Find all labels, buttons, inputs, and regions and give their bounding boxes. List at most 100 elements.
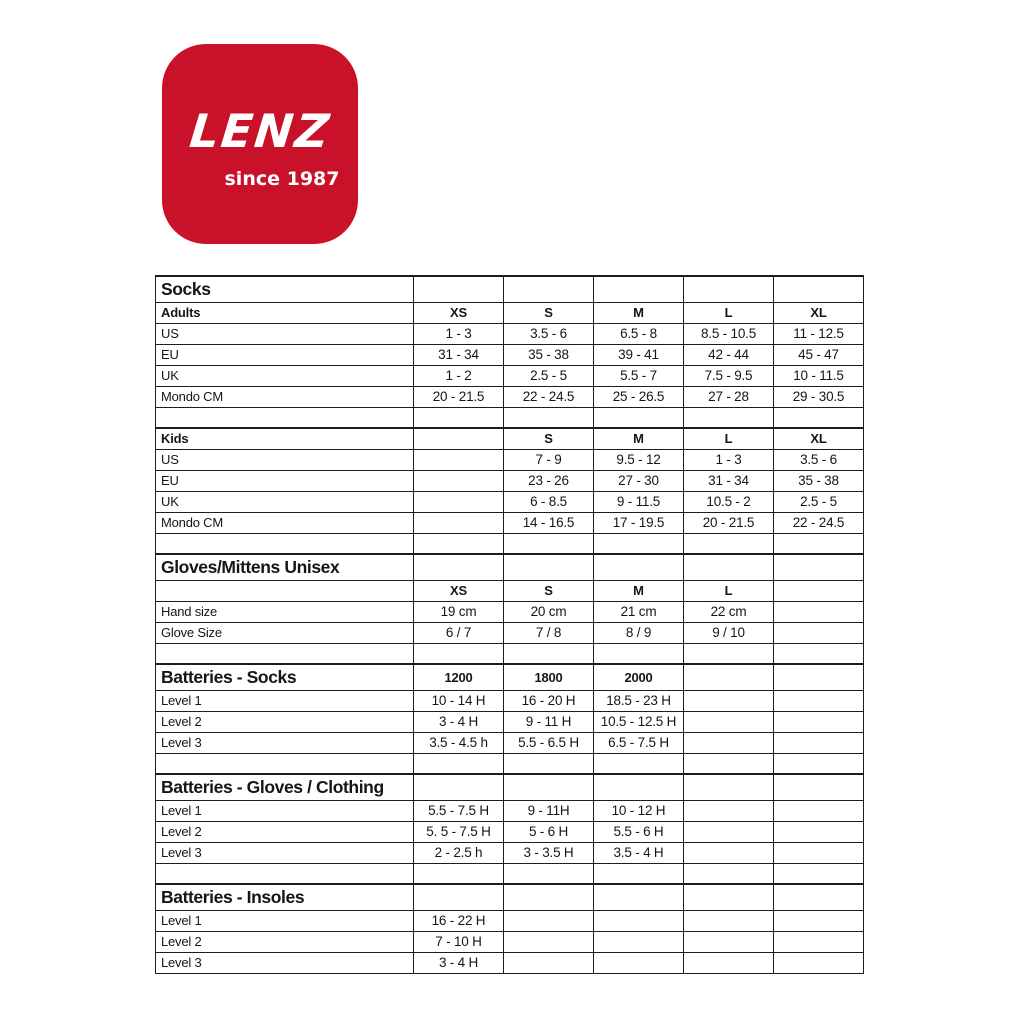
section-header-row: Batteries - Insoles — [155, 883, 864, 911]
value-cell: 17 - 19.5 — [593, 511, 684, 534]
value-cell — [413, 883, 504, 911]
table-row: Level 1 16 - 22 H — [155, 909, 864, 932]
value-cell — [683, 773, 774, 801]
value-cell: 9 - 11.5 — [593, 490, 684, 513]
value-cell: 20 - 21.5 — [413, 385, 504, 408]
value-cell — [773, 710, 864, 733]
value-cell — [413, 427, 504, 450]
value-cell — [413, 406, 504, 429]
row-label-cell: Adults — [155, 301, 414, 324]
value-cell — [773, 579, 864, 602]
value-cell — [683, 799, 774, 822]
value-cell: 16 - 20 H — [503, 689, 594, 712]
table-row: Mondo CM 14 - 16.5 17 - 19.5 20 - 21.5 22 - … — [155, 511, 864, 534]
column-header-row: Adults XS S M L XL — [155, 301, 864, 324]
brand-wordmark: LENZ — [186, 104, 334, 158]
value-cell: 6 / 7 — [413, 621, 504, 644]
value-cell — [593, 275, 684, 303]
row-label-cell: Level 3 — [155, 731, 414, 754]
row-label-cell: EU — [155, 469, 414, 492]
value-cell: L — [683, 579, 774, 602]
value-cell — [413, 862, 504, 885]
value-cell — [503, 930, 594, 953]
value-cell: 5.5 - 6 H — [593, 820, 684, 843]
value-cell: 3.5 - 4.5 h — [413, 731, 504, 754]
value-cell: 3 - 4 H — [413, 951, 504, 974]
value-cell: 6 - 8.5 — [503, 490, 594, 513]
value-cell — [683, 862, 774, 885]
value-cell — [413, 553, 504, 581]
value-cell: 10.5 - 12.5 H — [593, 710, 684, 733]
row-label-cell: Level 2 — [155, 930, 414, 953]
value-cell: 22 - 24.5 — [773, 511, 864, 534]
value-cell — [773, 883, 864, 911]
value-cell: 22 cm — [683, 600, 774, 623]
value-cell — [593, 752, 684, 775]
value-cell — [503, 883, 594, 911]
value-cell — [683, 909, 774, 932]
value-cell — [503, 909, 594, 932]
value-cell: 6.5 - 8 — [593, 322, 684, 345]
row-label-cell — [155, 532, 414, 555]
value-cell — [413, 275, 504, 303]
value-cell: 8.5 - 10.5 — [683, 322, 774, 345]
row-label-cell: US — [155, 322, 414, 345]
value-cell — [773, 600, 864, 623]
value-cell: 35 - 38 — [503, 343, 594, 366]
spacer-row — [155, 532, 864, 555]
value-cell: 35 - 38 — [773, 469, 864, 492]
value-cell — [503, 406, 594, 429]
table-row: Level 1 10 - 14 H 16 - 20 H 18.5 - 23 H — [155, 689, 864, 712]
value-cell — [503, 275, 594, 303]
row-label-cell: Batteries - Insoles — [155, 883, 414, 911]
value-cell — [413, 448, 504, 471]
value-cell: 31 - 34 — [683, 469, 774, 492]
value-cell — [683, 883, 774, 911]
value-cell: 20 - 21.5 — [683, 511, 774, 534]
value-cell — [503, 642, 594, 665]
table-row: Level 3 3.5 - 4.5 h 5.5 - 6.5 H 6.5 - 7.5 H — [155, 731, 864, 754]
value-cell — [593, 909, 684, 932]
value-cell — [683, 275, 774, 303]
value-cell: 5.5 - 7 — [593, 364, 684, 387]
value-cell: 7 - 10 H — [413, 930, 504, 953]
value-cell: XL — [773, 427, 864, 450]
value-cell: 10.5 - 2 — [683, 490, 774, 513]
row-label-cell: US — [155, 448, 414, 471]
value-cell: L — [683, 301, 774, 324]
value-cell: 6.5 - 7.5 H — [593, 731, 684, 754]
value-cell — [773, 532, 864, 555]
value-cell: 20 cm — [503, 600, 594, 623]
value-cell: 5. 5 - 7.5 H — [413, 820, 504, 843]
value-cell: 9 - 11 H — [503, 710, 594, 733]
lenz-logo: LENZ since 1987 — [162, 44, 358, 244]
value-cell: 1800 — [503, 663, 594, 691]
value-cell: 39 - 41 — [593, 343, 684, 366]
value-cell: 16 - 22 H — [413, 909, 504, 932]
value-cell — [773, 275, 864, 303]
value-cell: 25 - 26.5 — [593, 385, 684, 408]
value-cell — [503, 951, 594, 974]
value-cell — [773, 406, 864, 429]
value-cell — [593, 642, 684, 665]
row-label-cell: Level 3 — [155, 841, 414, 864]
value-cell — [593, 773, 684, 801]
value-cell — [773, 642, 864, 665]
value-cell — [773, 820, 864, 843]
value-cell — [773, 553, 864, 581]
value-cell — [683, 406, 774, 429]
value-cell — [683, 841, 774, 864]
row-label-cell: Level 1 — [155, 689, 414, 712]
row-label-cell: Level 2 — [155, 820, 414, 843]
row-label-cell — [155, 862, 414, 885]
spacer-row — [155, 406, 864, 429]
value-cell: 7.5 - 9.5 — [683, 364, 774, 387]
value-cell: 3 - 3.5 H — [503, 841, 594, 864]
value-cell: 31 - 34 — [413, 343, 504, 366]
value-cell — [413, 752, 504, 775]
